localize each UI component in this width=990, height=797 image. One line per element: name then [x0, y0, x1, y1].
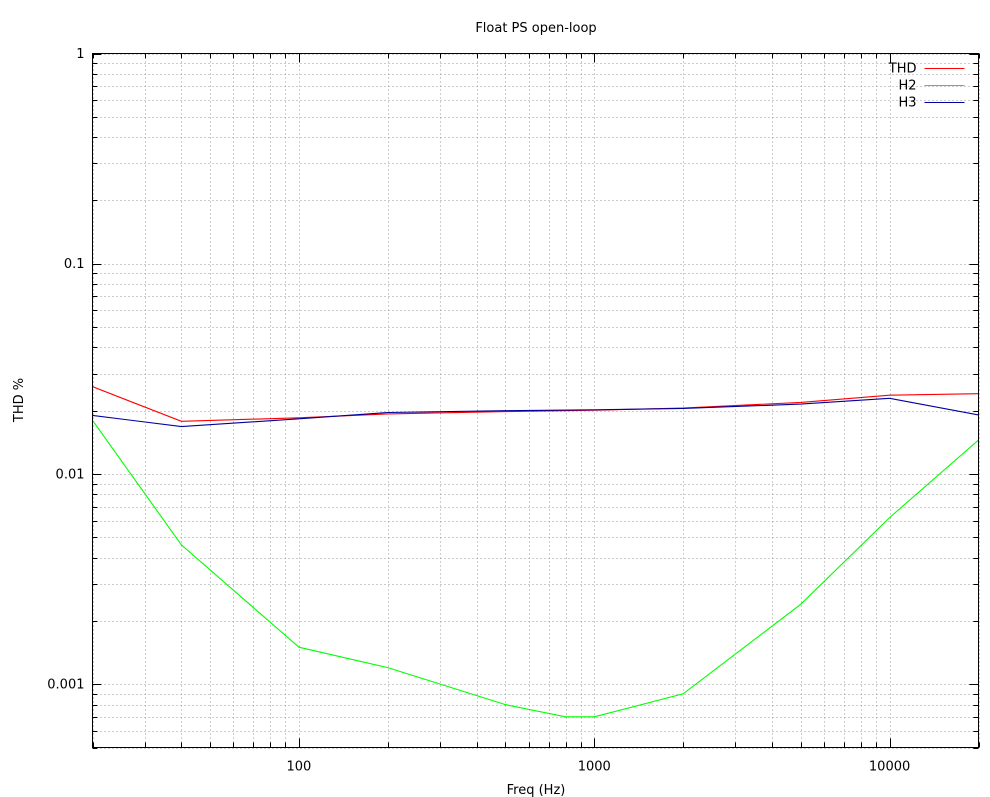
x-tick-label: 100 — [287, 760, 312, 775]
y-tick-label: 0.01 — [56, 467, 85, 482]
plot-frame — [92, 53, 979, 748]
series-line-h2 — [92, 419, 979, 718]
y-axis-label: THD % — [12, 378, 27, 423]
tick-labels: 100 1000 10000 1 0.1 0.01 0.001 — [47, 47, 910, 775]
series-line-h3 — [92, 397, 979, 428]
axis-ticks — [92, 53, 980, 749]
y-tick-label: 0.001 — [47, 678, 84, 693]
x-tick-label: 1000 — [578, 760, 611, 775]
legend: THD H2 H3 — [888, 62, 965, 111]
x-tick-label: 10000 — [869, 760, 910, 775]
legend-label-h3: H3 — [898, 96, 916, 111]
y-tick-label: 0.1 — [64, 257, 85, 272]
x-axis-label: Freq (Hz) — [507, 783, 566, 797]
legend-label-h2: H2 — [898, 79, 916, 94]
series-line-thd — [92, 386, 979, 422]
legend-label-thd: THD — [888, 62, 917, 77]
series-lines — [92, 386, 979, 718]
y-tick-label: 1 — [76, 47, 84, 62]
chart-title: Float PS open-loop — [475, 21, 596, 36]
